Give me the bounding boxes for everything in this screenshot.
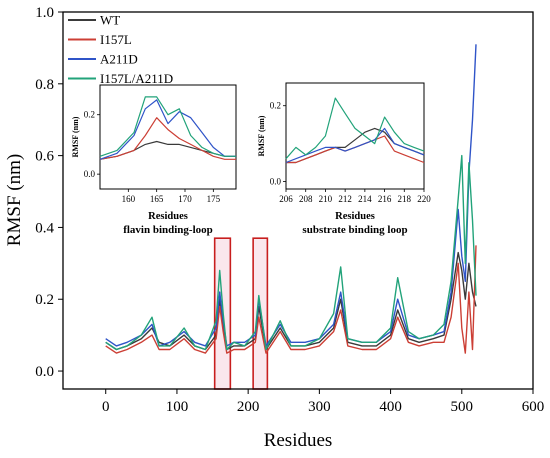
inset-frame bbox=[285, 82, 425, 190]
inset-chart-2: 206 208 210 212 214 216 218 220 0.0 0.2 RMSF (nm) R… bbox=[257, 82, 431, 236]
inset-x-tick-label: 165 bbox=[150, 194, 164, 204]
inset-caption: flavin binding-loop bbox=[123, 224, 213, 236]
inset-x-tick-label: 210 bbox=[319, 194, 333, 204]
inset-x-tick-label: 208 bbox=[299, 194, 313, 204]
x-tick-label: 200 bbox=[237, 399, 260, 415]
y-tick-label: 1.0 bbox=[35, 5, 54, 21]
y-tick-label: 0.8 bbox=[35, 77, 54, 93]
inset-x-tick-label: 206 bbox=[279, 194, 293, 204]
inset-x-tick-label: 214 bbox=[358, 194, 372, 204]
x-axis-title: Residues bbox=[264, 430, 333, 451]
inset-series-line-2 bbox=[99, 117, 236, 160]
insets: 160 165 170 175 0.0 0.2 RMSF (nm) Residues flavi… bbox=[71, 82, 431, 236]
y-axis-title: RMSF (nm) bbox=[4, 154, 25, 246]
x-tick-label: 300 bbox=[308, 399, 331, 415]
inset-y-axis-title: RMSF (nm) bbox=[71, 116, 80, 157]
y-axis-ticks: 0.0 0.2 0.4 0.6 0.8 1.0 bbox=[35, 5, 63, 380]
legend: WT I157L A211D I157L/A211D bbox=[68, 13, 173, 86]
inset-series-line-3 bbox=[285, 127, 425, 164]
y-tick-label: 0.2 bbox=[35, 292, 54, 308]
inset-series-line-3 bbox=[99, 99, 236, 160]
series-line-3 bbox=[105, 44, 477, 347]
inset-x-tick-label: 170 bbox=[178, 194, 192, 204]
inset-y-tick-label: 0.2 bbox=[84, 110, 95, 120]
x-axis-ticks: 0 100 200 300 400 500 600 bbox=[102, 389, 544, 415]
legend-label-3: A211D bbox=[100, 52, 138, 67]
legend-label-2: I157L bbox=[100, 32, 132, 47]
y-tick-label: 0.4 bbox=[35, 220, 54, 236]
y-tick-label: 0.0 bbox=[35, 364, 54, 380]
series-line-2 bbox=[105, 245, 477, 354]
inset-y-tick-label: 0.0 bbox=[270, 176, 282, 186]
inset-frame bbox=[99, 84, 237, 190]
plot-frame bbox=[62, 11, 534, 390]
inset-x-tick-label: 212 bbox=[338, 194, 352, 204]
x-tick-label: 100 bbox=[166, 399, 189, 415]
x-tick-label: 400 bbox=[379, 399, 402, 415]
y-tick-label: 0.6 bbox=[35, 149, 54, 165]
inset-x-axis-title: Residues bbox=[335, 211, 375, 222]
inset-x-tick-label: 160 bbox=[122, 194, 136, 204]
inset-chart-1: 160 165 170 175 0.0 0.2 RMSF (nm) Residues flavi… bbox=[71, 84, 237, 236]
x-tick-label: 600 bbox=[522, 399, 545, 415]
legend-label-4: I157L/A211D bbox=[100, 71, 173, 86]
inset-y-tick-label: 0.2 bbox=[270, 101, 281, 111]
inset-x-tick-label: 175 bbox=[207, 194, 221, 204]
series-line-4 bbox=[105, 154, 477, 351]
legend-label-1: WT bbox=[100, 13, 120, 28]
inset-series-line-4 bbox=[285, 97, 425, 160]
x-tick-label: 500 bbox=[451, 399, 474, 415]
inset-y-tick-label: 0.0 bbox=[84, 169, 96, 179]
inset-y-axis-title: RMSF (nm) bbox=[257, 115, 266, 156]
inset-x-tick-label: 218 bbox=[398, 194, 412, 204]
x-tick-label: 0 bbox=[102, 399, 110, 415]
inset-caption: substrate binding loop bbox=[302, 224, 407, 236]
inset-x-axis-title: Residues bbox=[148, 211, 188, 222]
inset-x-tick-label: 220 bbox=[417, 194, 431, 204]
inset-series-line-4 bbox=[99, 96, 236, 157]
main-series bbox=[105, 44, 477, 354]
inset-x-tick-label: 216 bbox=[378, 194, 392, 204]
